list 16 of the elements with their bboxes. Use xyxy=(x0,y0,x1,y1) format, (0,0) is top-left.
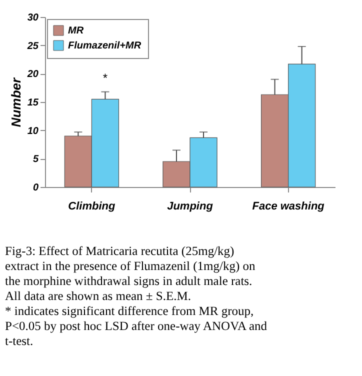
y-tick-label: 15 xyxy=(27,98,39,108)
x-tick-label: Climbing xyxy=(68,200,116,212)
x-tick-label: Face washing xyxy=(252,200,325,212)
y-tick-label: 30 xyxy=(27,12,39,24)
y-tick-label: 25 xyxy=(26,40,39,52)
y-tick-label: 20 xyxy=(26,69,39,80)
annotation: * xyxy=(102,70,108,85)
text: * indicates significant difference from MR group, P<0.05 by post hoc LSD after one-way ANOVA and t-test. xyxy=(5,304,268,348)
y-tick-label: 5 xyxy=(32,154,39,166)
y-axis-title: Number xyxy=(8,77,24,128)
x-tick-label: Jumping xyxy=(167,200,214,212)
y-tick-label: 10 xyxy=(27,126,39,137)
y-tick-label: 0 xyxy=(32,182,39,194)
legend-label: Flumazenil+MR xyxy=(68,40,142,52)
legend-label: MR xyxy=(68,26,84,36)
text: Fig-3: Effect of Matricaria recutita (25mg/kg) extract in the presence of Flumazenil (1mg/kg) on the morphine withdrawal signs in adult male rats. All data are shown as mean ± S.E.M. xyxy=(5,244,256,303)
